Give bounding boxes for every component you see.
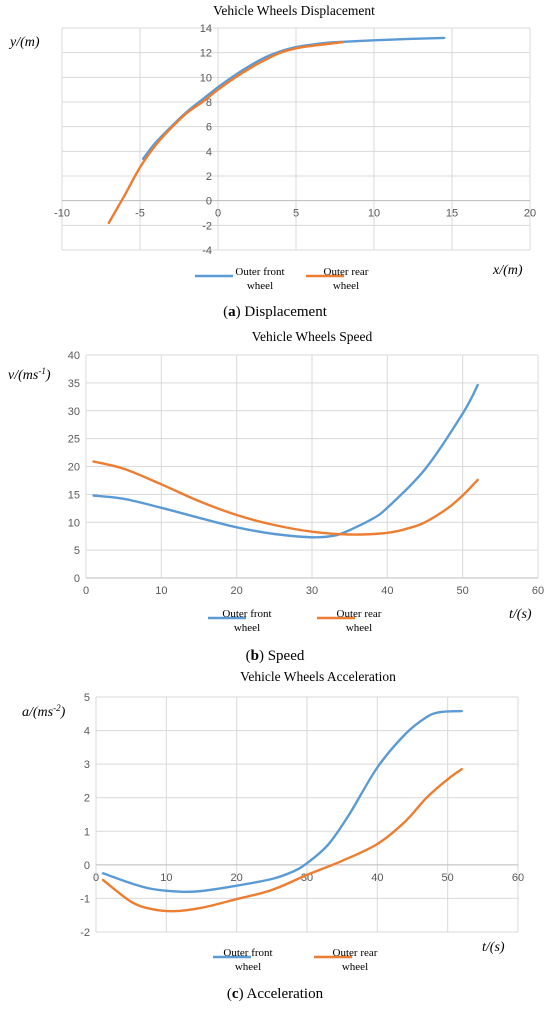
y-tick-label: 0	[206, 196, 212, 208]
x-tick-label: 60	[532, 585, 544, 597]
x-tick-label: 15	[446, 208, 458, 220]
y-tick-label: -2	[202, 220, 212, 232]
x-tick-label: 0	[215, 208, 221, 220]
figure-caption: (c) Acceleration	[227, 986, 324, 1002]
series-line-2	[92, 460, 479, 536]
x-tick-label: 20	[524, 208, 536, 220]
x-tick-label: 20	[231, 872, 243, 884]
legend-label-2: Outer rear	[324, 266, 369, 278]
y-axis-label: v/(ms-1)	[8, 366, 51, 383]
y-axis-label: y/(m)	[8, 35, 40, 50]
y-tick-label: 4	[206, 146, 212, 158]
legend-label-2-line2: wheel	[333, 280, 359, 292]
legend-label-1-line2: wheel	[234, 622, 260, 634]
y-tick-label: 35	[68, 378, 80, 390]
chart-title: Vehicle Wheels Acceleration	[240, 669, 396, 684]
y-tick-label: 10	[200, 72, 212, 84]
x-tick-label: 5	[293, 208, 299, 220]
x-axis-label: t/(s)	[482, 940, 505, 955]
x-tick-label: -10	[54, 208, 70, 220]
x-tick-label: 40	[381, 585, 393, 597]
x-tick-label: -5	[135, 208, 145, 220]
y-tick-label: 5	[84, 692, 90, 704]
y-tick-label: 15	[68, 489, 80, 501]
x-tick-label: 10	[160, 872, 172, 884]
legend-label-2: Outer rear	[333, 947, 378, 959]
y-tick-label: 0	[74, 573, 80, 585]
chart-2: 0 5 10 15 20 25 30 35 40 0 10 20 30 40 50 60 Vehicle Whe…	[8, 329, 544, 664]
y-tick-label: 4	[84, 726, 90, 738]
x-axis-label: x/(m)	[492, 263, 523, 278]
y-tick-label: 0	[84, 860, 90, 872]
y-tick-label: 14	[200, 23, 212, 35]
y-tick-label: -2	[80, 927, 90, 939]
x-tick-label: 50	[442, 872, 454, 884]
legend-label-1: Outer front	[235, 266, 284, 278]
series-line-2	[101, 768, 463, 913]
x-tick-label: 60	[512, 872, 524, 884]
y-tick-label: 40	[68, 350, 80, 362]
x-tick-label: 0	[93, 872, 99, 884]
figure-caption: (a) Displacement	[223, 304, 328, 320]
series-line-1	[92, 383, 479, 539]
series-line-2	[107, 41, 344, 225]
y-tick-label: 30	[68, 406, 80, 418]
x-tick-label: 40	[371, 872, 383, 884]
y-tick-label: 10	[68, 517, 80, 529]
figure-caption: (b) Speed	[246, 648, 305, 664]
y-tick-label: 20	[68, 462, 80, 474]
legend-label-1-line2: wheel	[235, 961, 261, 973]
legend-label-2: Outer rear	[337, 608, 382, 620]
x-tick-label: 30	[306, 585, 318, 597]
chart-title: Vehicle Wheels Displacement	[213, 3, 375, 18]
series-line-1	[141, 36, 446, 160]
y-tick-label: 3	[84, 759, 90, 771]
legend-label-1: Outer front	[222, 608, 271, 620]
y-tick-label: 6	[206, 122, 212, 134]
legend-label-2-line2: wheel	[346, 622, 372, 634]
legend-label-1: Outer front	[223, 947, 272, 959]
series-line-1	[101, 709, 463, 894]
y-tick-label: 12	[200, 48, 212, 60]
y-tick-label: 1	[84, 826, 90, 838]
legend-label-1-line2: wheel	[247, 280, 273, 292]
chart-title: Vehicle Wheels Speed	[252, 329, 373, 344]
x-tick-label: 50	[457, 585, 469, 597]
y-axis-label: a/(ms-2)	[22, 703, 66, 720]
legend-label-2-line2: wheel	[342, 961, 368, 973]
x-tick-label: 10	[155, 585, 167, 597]
y-tick-label: 5	[74, 545, 80, 557]
y-tick-label: -1	[80, 893, 90, 905]
y-tick-label: 8	[206, 97, 212, 109]
y-tick-label: 2	[206, 171, 212, 183]
x-tick-label: 0	[83, 585, 89, 597]
y-tick-label: 25	[68, 434, 80, 446]
x-axis-label: t/(s)	[509, 607, 532, 622]
x-tick-label: 20	[231, 585, 243, 597]
x-tick-label: 10	[368, 208, 380, 220]
y-tick-label: 2	[84, 793, 90, 805]
y-tick-label: -4	[202, 245, 212, 257]
